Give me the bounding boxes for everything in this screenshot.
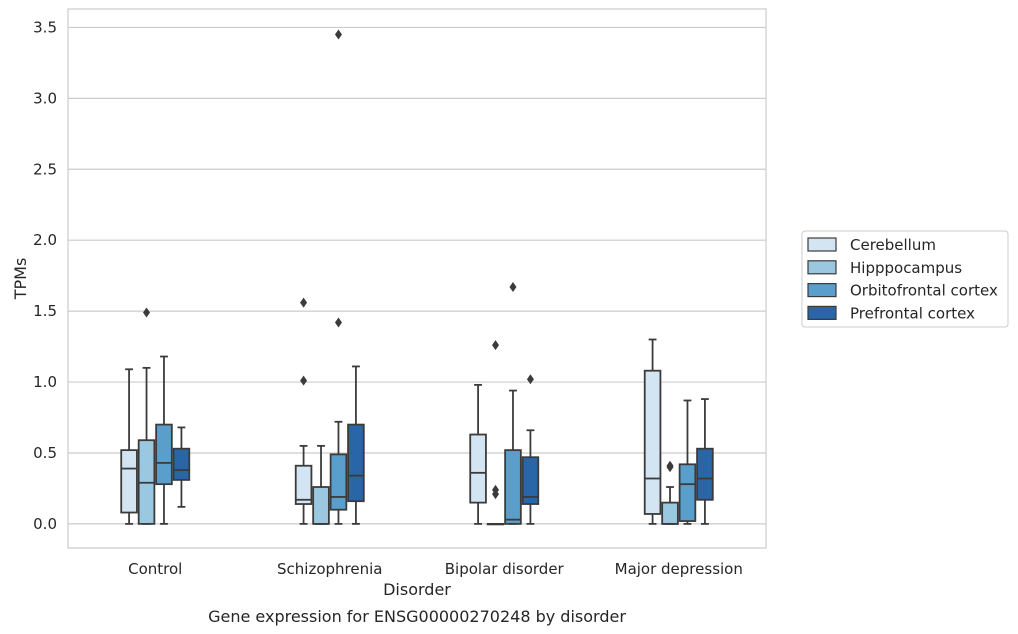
- x-tick-label: Major depression: [615, 560, 743, 578]
- y-tick-label: 3.0: [33, 89, 57, 107]
- box-orbitofrontal-cortex: [155, 355, 173, 525]
- legend-swatch: [807, 260, 837, 275]
- y-tick-label: 0.0: [33, 515, 57, 533]
- outlier-point: [526, 374, 534, 385]
- box-hipppocampus: [137, 307, 156, 525]
- x-tick-label: Schizophrenia: [277, 560, 382, 578]
- legend-label: Orbitofrontal cortex: [850, 282, 998, 300]
- outlier-point: [492, 340, 500, 351]
- box-orbitofrontal-cortex: [329, 29, 348, 525]
- x-tick-labels: Control Schizophrenia Bipolar disorder Majo…: [128, 560, 743, 578]
- box-body: [155, 423, 173, 486]
- x-tick-label: Bipolar disorder: [445, 560, 565, 578]
- legend-frame: [801, 230, 1009, 328]
- outlier-point: [509, 282, 517, 293]
- y-tick-label: 2.5: [33, 160, 57, 178]
- outlier-point: [492, 489, 500, 500]
- y-tick-labels: 0.0 0.5 1.0 1.5 2.0 2.5 3.0 3.5: [33, 18, 57, 532]
- box-body: [329, 453, 348, 511]
- outlier-point: [666, 462, 674, 473]
- legend-swatch: [807, 237, 837, 252]
- outlier-point: [334, 29, 342, 40]
- box-orbitofrontal-cortex: [504, 282, 522, 525]
- box-hipppocampus: [661, 460, 679, 525]
- box-body: [521, 456, 540, 505]
- chart-title: Gene expression for ENSG00000270248 by d…: [208, 607, 626, 626]
- box-body: [120, 449, 138, 514]
- box-prefrontal-cortex: [347, 365, 365, 525]
- box-hipppocampus: [486, 340, 505, 526]
- legend-label: Prefrontal cortex: [850, 304, 975, 322]
- y-axis-label: TPMs: [11, 258, 30, 301]
- legend-label: Cerebellum: [850, 236, 936, 254]
- box-body: [172, 447, 191, 481]
- box-body: [696, 447, 714, 501]
- box-body: [312, 486, 330, 525]
- box-body: [643, 369, 662, 515]
- box-cerebellum: [469, 383, 487, 525]
- x-tick-label: Control: [128, 560, 182, 578]
- box-body: [469, 433, 487, 504]
- outlier-point: [143, 307, 151, 318]
- box-prefrontal-cortex: [521, 374, 540, 525]
- box-hipppocampus: [312, 444, 330, 525]
- legend: Cerebellum Hipppocampus Orbitofrontal cort…: [801, 230, 1009, 328]
- y-tick-label: 0.5: [33, 444, 57, 462]
- box-cerebellum: [643, 338, 662, 525]
- outlier-point: [300, 297, 308, 308]
- box-cerebellum: [294, 297, 313, 525]
- box-cerebellum: [120, 368, 138, 525]
- x-axis-label: Disorder: [383, 580, 451, 599]
- box-body: [294, 464, 313, 505]
- box-body: [504, 449, 522, 525]
- outlier-point: [300, 375, 308, 386]
- y-tick-label: 1.0: [33, 373, 57, 391]
- outlier-point: [334, 317, 342, 328]
- box-orbitofrontal-cortex: [678, 399, 697, 525]
- y-tick-label: 3.5: [33, 18, 57, 36]
- box-prefrontal-cortex: [172, 426, 191, 508]
- y-tick-label: 2.0: [33, 231, 57, 249]
- legend-swatch: [807, 305, 837, 320]
- box-body: [678, 463, 697, 522]
- box-prefrontal-cortex: [696, 398, 714, 525]
- plot-area: [67, 8, 767, 549]
- legend-swatch: [807, 283, 837, 298]
- y-tick-label: 1.5: [33, 302, 57, 320]
- box-body: [347, 423, 365, 503]
- boxes: [120, 29, 714, 526]
- legend-label: Hipppocampus: [850, 259, 962, 277]
- box-body: [661, 501, 679, 525]
